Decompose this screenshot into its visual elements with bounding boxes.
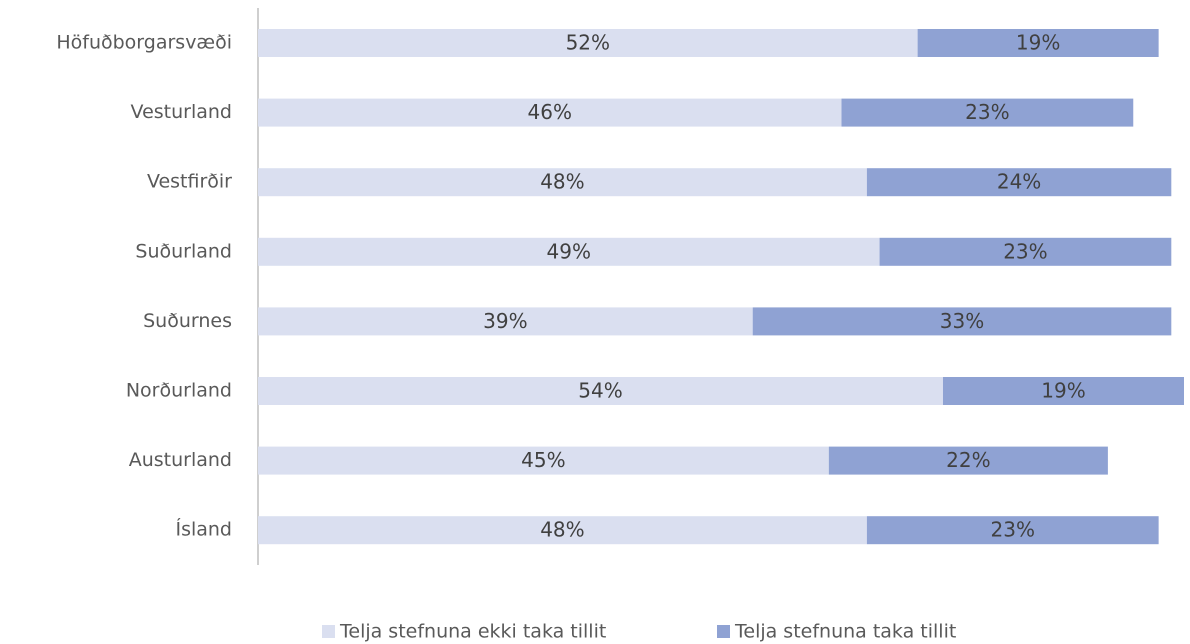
y-tick-label: Ísland bbox=[175, 518, 232, 541]
y-tick-label: Suðurnes bbox=[143, 310, 232, 332]
y-tick-label: Vesturland bbox=[131, 101, 232, 123]
data-label: 23% bbox=[1003, 239, 1047, 263]
bar-segment bbox=[258, 446, 829, 475]
bar-segment bbox=[258, 98, 842, 127]
y-tick-label: Höfuðborgarsvæði bbox=[56, 32, 232, 54]
y-tick-label: Austurland bbox=[129, 449, 232, 471]
bar-segment bbox=[866, 516, 1159, 545]
y-tick-label: Vestfirðir bbox=[147, 171, 232, 193]
bar-segment bbox=[879, 237, 1172, 266]
data-label: 45% bbox=[521, 448, 565, 472]
data-label: 23% bbox=[991, 518, 1035, 542]
data-label: 52% bbox=[566, 31, 610, 55]
data-label: 54% bbox=[578, 379, 622, 403]
bar-segment bbox=[828, 446, 1108, 475]
data-label: 23% bbox=[965, 100, 1009, 124]
bar-segment bbox=[258, 237, 880, 266]
bar-segment bbox=[841, 98, 1134, 127]
legend-swatch bbox=[322, 625, 335, 638]
data-label: 48% bbox=[540, 170, 584, 194]
data-label: 39% bbox=[483, 309, 527, 333]
legend-label: Telja stefnuna taka tillit bbox=[734, 621, 956, 643]
data-label: 49% bbox=[547, 239, 591, 263]
bar-segment bbox=[258, 29, 918, 57]
data-label: 19% bbox=[1041, 379, 1085, 403]
data-label: 48% bbox=[540, 518, 584, 542]
data-label: 33% bbox=[940, 309, 984, 333]
bar-segment bbox=[258, 307, 753, 336]
legend-swatch bbox=[717, 625, 730, 638]
bar-segment bbox=[942, 377, 1184, 405]
bar-segment bbox=[917, 29, 1159, 57]
bar-segment bbox=[258, 168, 867, 197]
bar-segment bbox=[258, 377, 943, 405]
data-label: 22% bbox=[946, 448, 990, 472]
y-tick-label: Suðurland bbox=[135, 240, 232, 262]
legend-label: Telja stefnuna ekki taka tillit bbox=[339, 621, 606, 643]
data-label: 19% bbox=[1016, 31, 1060, 55]
data-label: 24% bbox=[997, 170, 1041, 194]
y-tick-label: Norðurland bbox=[126, 380, 232, 402]
bar-segment bbox=[866, 168, 1172, 197]
bar-segment bbox=[258, 516, 867, 545]
data-label: 46% bbox=[528, 100, 572, 124]
bar-segment bbox=[752, 307, 1172, 336]
